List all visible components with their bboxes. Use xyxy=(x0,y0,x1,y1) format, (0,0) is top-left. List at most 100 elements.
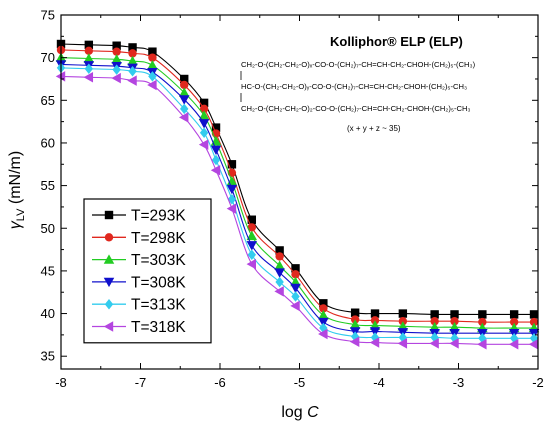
y-tick-label: 50 xyxy=(41,221,55,236)
legend-label: T=293K xyxy=(131,208,186,225)
y-tick-label: 55 xyxy=(41,178,55,193)
data-point xyxy=(199,127,209,138)
data-point xyxy=(509,317,519,327)
legend-marker xyxy=(103,321,114,332)
data-point xyxy=(112,64,121,75)
structure-line-1: CH₂-O-(CH₂-CH₂-O)ₓ-CO-O-(CH₂)₇-CH=CH-CH₂… xyxy=(241,60,476,69)
data-point xyxy=(349,336,360,347)
data-point xyxy=(111,72,121,84)
legend-marker xyxy=(103,277,115,288)
data-point xyxy=(199,98,209,108)
data-point xyxy=(211,154,221,166)
data-point xyxy=(275,246,284,255)
data-point xyxy=(319,299,328,308)
data-point xyxy=(127,75,137,86)
data-point xyxy=(127,55,138,66)
structure-line-2: HC-O-(CH₂-CH₂-O)ᵧ-CO-O-(CH₂)₇-CH=CH-CH₂-… xyxy=(241,82,467,91)
x-tick-label: -6 xyxy=(214,375,226,390)
annotation-title: Kolliphor® ELP (ELP) xyxy=(330,34,463,49)
data-point xyxy=(83,72,94,83)
data-point xyxy=(430,310,439,319)
legend-marker xyxy=(104,233,114,242)
data-point xyxy=(210,145,222,156)
data-point xyxy=(147,60,158,70)
legend-label: T=308K xyxy=(131,274,186,291)
data-point xyxy=(275,276,284,288)
data-point xyxy=(199,104,209,114)
x-axis-label: log C xyxy=(281,404,319,421)
data-point xyxy=(291,264,300,273)
annotation-note: (x + y + z ~ 35) xyxy=(347,124,401,133)
data-point xyxy=(478,317,487,327)
data-point xyxy=(290,300,300,312)
data-point xyxy=(318,310,329,320)
data-point xyxy=(83,53,95,63)
structure-annotation: Kolliphor® ELP (ELP) CH₂-O-(CH₂-CH₂-O)ₓ-… xyxy=(240,34,476,133)
x-tick-label: -2 xyxy=(532,375,544,390)
data-point xyxy=(529,317,539,327)
data-point xyxy=(478,310,487,319)
legend-box xyxy=(83,198,212,344)
data-point xyxy=(528,339,539,350)
data-point xyxy=(198,119,210,129)
y-axis-label: γLV (mN/m) xyxy=(7,151,27,229)
data-point xyxy=(84,46,94,56)
data-point xyxy=(128,66,137,77)
data-point xyxy=(111,54,122,64)
data-point xyxy=(180,103,189,115)
data-point xyxy=(529,310,539,319)
data-point xyxy=(198,110,210,120)
data-point xyxy=(318,317,329,328)
data-point xyxy=(450,310,459,319)
data-point xyxy=(178,112,189,123)
data-point xyxy=(370,309,380,318)
data-point xyxy=(148,53,157,62)
data-point xyxy=(477,339,487,350)
y-tick-label: 75 xyxy=(41,8,55,23)
data-point xyxy=(319,304,328,313)
data-point xyxy=(369,337,380,348)
x-axis-label-prefix: log xyxy=(281,404,307,421)
legend-entry: T=303K xyxy=(92,252,186,269)
legend-entry: T=313K xyxy=(92,297,186,314)
data-point xyxy=(84,40,94,50)
y-tick-label: 60 xyxy=(41,135,55,150)
data-point xyxy=(226,184,238,195)
x-tick-label: -3 xyxy=(453,375,465,390)
data-point xyxy=(246,241,258,251)
x-tick-label: -4 xyxy=(373,375,385,390)
legend: T=293K T=298K T=303K T=308K T=313K T=318K xyxy=(83,198,212,344)
y-tick-label: 45 xyxy=(41,263,55,278)
data-point xyxy=(274,260,285,270)
data-point xyxy=(509,310,519,319)
data-point xyxy=(210,164,221,176)
y-axis-label-unit: (mN/m) xyxy=(7,151,24,209)
data-point xyxy=(318,328,328,340)
data-point xyxy=(198,139,209,150)
structure-line-3: CH₂-O-(CH₂-CH₂-O)₂-CO-O-(CH₂)₇-CH=CH-CH₂… xyxy=(241,104,471,113)
data-point xyxy=(349,319,361,329)
data-point xyxy=(290,283,301,294)
y-tick-label: 65 xyxy=(41,93,55,108)
x-axis-label-variable: C xyxy=(307,404,319,421)
data-point xyxy=(430,317,439,326)
data-point xyxy=(112,41,121,50)
data-point xyxy=(112,47,121,56)
data-point xyxy=(508,339,519,350)
legend-label: T=313K xyxy=(131,297,186,314)
data-point xyxy=(246,258,256,270)
x-tick-label: -5 xyxy=(294,375,306,390)
y-tick-label: 35 xyxy=(41,349,55,364)
data-point xyxy=(84,63,94,74)
data-point xyxy=(247,223,256,232)
data-point xyxy=(398,309,408,318)
data-point xyxy=(275,252,284,261)
data-point xyxy=(291,291,300,302)
data-point xyxy=(180,74,189,84)
data-point xyxy=(227,160,237,169)
legend-entry: T=318K xyxy=(92,319,186,336)
legend-entry: T=298K xyxy=(92,230,186,247)
data-point xyxy=(147,79,157,91)
series-t-298k xyxy=(56,45,539,327)
data-point xyxy=(274,268,285,278)
